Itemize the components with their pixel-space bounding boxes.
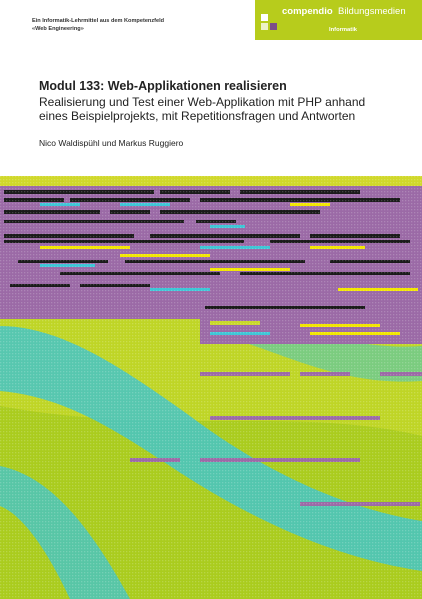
book-title: Modul 133: Web-Applikationen realisieren xyxy=(39,79,287,93)
publisher-logo: compendio Bildungsmedien Informatik xyxy=(255,0,422,40)
series-line-2: «Web Engineering» xyxy=(32,25,84,32)
cover-artwork xyxy=(0,176,422,599)
publisher-subtitle: Bildungsmedien xyxy=(338,6,406,17)
publisher-name: compendio xyxy=(282,6,333,17)
compendio-logo-icon xyxy=(261,14,279,32)
book-subtitle-line-2: eines Beispielprojekts, mit Repetitionsf… xyxy=(39,109,356,123)
book-subtitle: Realisierung und Test einer Web-Applikat… xyxy=(39,95,419,123)
series-line-1: Ein Informatik-Lehrmittel aus dem Kompet… xyxy=(32,18,165,24)
book-authors: Nico Waldispühl und Markus Ruggiero xyxy=(39,138,184,148)
publisher-category: Informatik xyxy=(329,27,358,33)
book-subtitle-line-1: Realisierung und Test einer Web-Applikat… xyxy=(39,95,366,109)
series-note: Ein Informatik-Lehrmittel aus dem Kompet… xyxy=(32,18,164,33)
